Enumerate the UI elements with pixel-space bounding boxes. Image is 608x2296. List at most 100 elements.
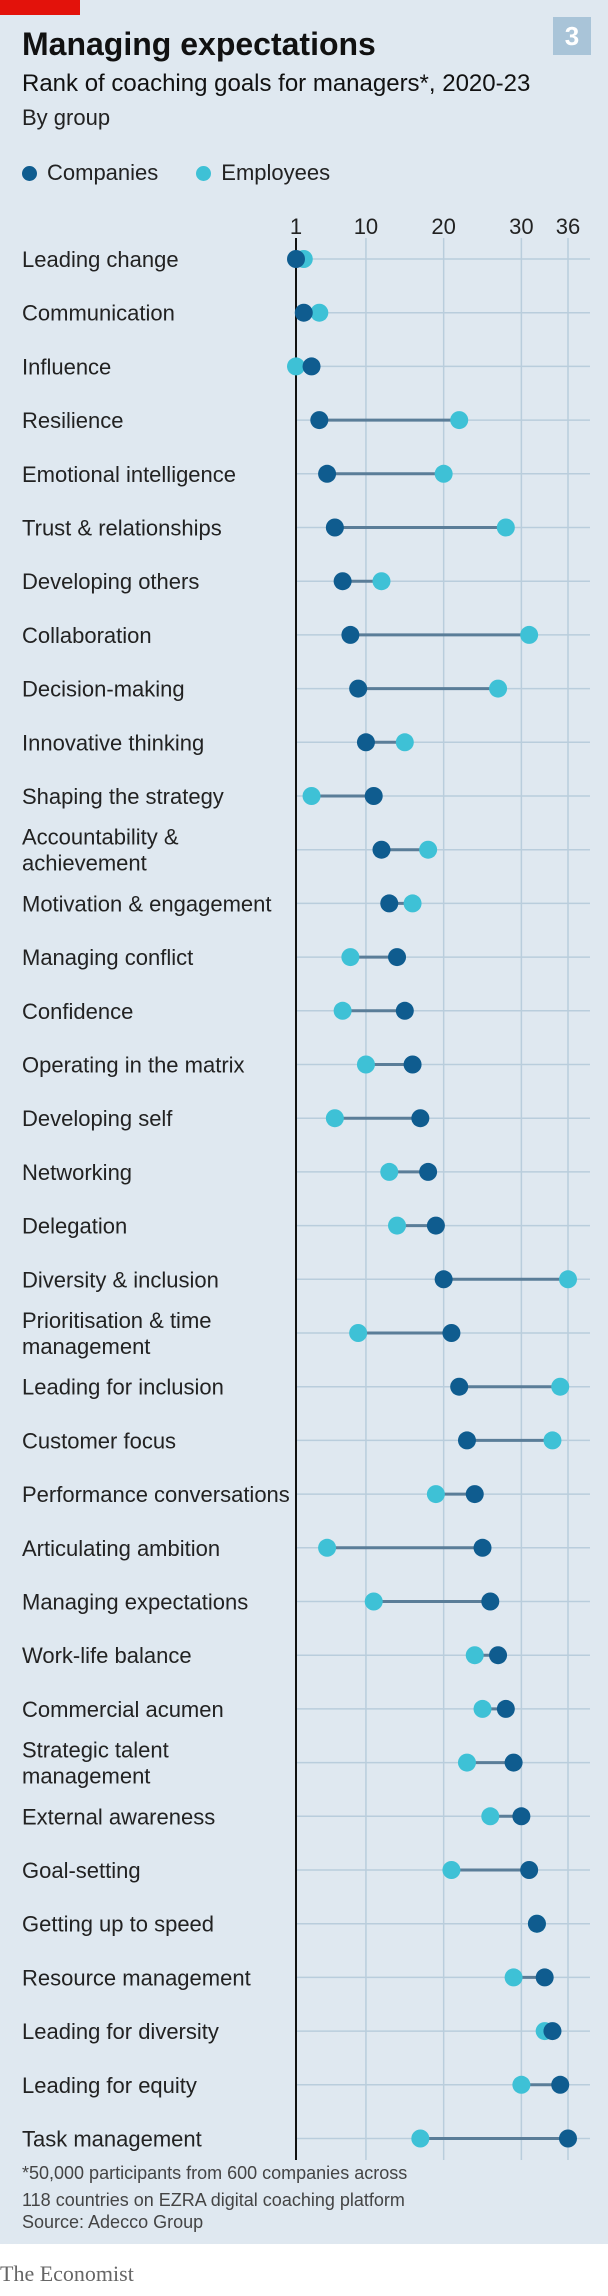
category-label: Trust & relationships <box>22 516 222 541</box>
companies-dot <box>434 1270 453 1289</box>
companies-dot <box>504 1753 523 1772</box>
x-tick-label: 1 <box>290 214 302 239</box>
employees-dot <box>302 787 321 805</box>
companies-dot <box>489 1646 508 1665</box>
category-label: Developing others <box>22 569 199 594</box>
employees-dot <box>465 1646 484 1665</box>
companies-dot <box>403 1055 422 1074</box>
category-label: Task management <box>22 2127 202 2152</box>
economist-brand: The Economist <box>0 2261 134 2286</box>
employees-dot <box>489 679 508 698</box>
category-label: Performance conversations <box>22 1482 290 1507</box>
employees-dot <box>473 1699 492 1718</box>
category-label: Influence <box>22 354 111 379</box>
category-label: Decision-making <box>22 677 185 702</box>
category-label: Diversity & inclusion <box>22 1267 219 1292</box>
footnote: *50,000 participants from 600 companies … <box>22 2160 407 2214</box>
category-label: Goal-setting <box>22 1858 141 1883</box>
employees-dot <box>325 1109 344 1128</box>
companies-dot <box>473 1538 492 1557</box>
employees-dot <box>450 411 469 430</box>
category-label: Collaboration <box>22 623 152 648</box>
companies-dot <box>450 1377 469 1396</box>
category-label: Emotional intelligence <box>22 462 236 487</box>
x-tick-label: 36 <box>556 214 580 239</box>
category-label: Getting up to speed <box>22 1912 214 1937</box>
chart-title: Managing expectations <box>22 26 376 62</box>
companies-dot <box>372 840 391 859</box>
companies-dot <box>543 2022 562 2041</box>
companies-dot <box>356 733 375 752</box>
companies-dot <box>341 625 360 644</box>
companies-dot <box>527 1914 546 1933</box>
category-label: Strategic talent management <box>22 1738 169 1789</box>
category-label: Managing conflict <box>22 945 193 970</box>
employees-dot <box>520 625 539 644</box>
companies-dot <box>380 894 399 913</box>
employees-dot <box>481 1807 500 1826</box>
category-label: Operating in the matrix <box>22 1053 245 1078</box>
companies-dot <box>302 357 321 376</box>
group-label: By group <box>22 105 111 130</box>
legend-dot-companies <box>22 165 37 181</box>
employees-dot <box>364 1592 383 1611</box>
category-label: Customer focus <box>22 1428 176 1453</box>
category-label: Leading for equity <box>22 2073 197 2098</box>
companies-dot <box>388 948 407 967</box>
employees-dot <box>559 1270 577 1289</box>
companies-dot <box>442 1324 461 1342</box>
category-label: Resilience <box>22 408 124 433</box>
companies-dot <box>559 2129 577 2148</box>
footnote-line-1: *50,000 participants from 600 companies … <box>22 2163 408 2183</box>
employees-dot <box>543 1431 562 1450</box>
companies-dot <box>325 518 344 537</box>
category-label: Confidence <box>22 999 133 1024</box>
companies-dot <box>426 1216 445 1235</box>
category-label: Communication <box>22 301 175 326</box>
employees-dot <box>380 1162 399 1181</box>
companies-dot <box>512 1807 531 1826</box>
companies-dot <box>551 2075 570 2094</box>
employees-dot <box>496 518 515 537</box>
legend-item-employees: Employees <box>196 160 330 186</box>
footnote-line-2: 118 countries on EZRA digital coaching p… <box>22 2190 405 2210</box>
employees-dot <box>287 357 305 376</box>
employees-dot <box>457 1753 476 1772</box>
companies-dot <box>318 464 337 483</box>
companies-dot <box>349 679 368 698</box>
companies-dot <box>294 303 313 322</box>
employees-dot <box>395 733 414 752</box>
companies-dot <box>520 1861 539 1879</box>
companies-dot <box>419 1162 438 1181</box>
companies-dot <box>333 572 352 591</box>
legend-dot-employees <box>196 165 212 181</box>
employees-dot <box>349 1324 368 1342</box>
companies-dot <box>535 1968 554 1987</box>
employees-dot <box>388 1216 407 1235</box>
category-label: Work-life balance <box>22 1643 192 1668</box>
companies-dot <box>364 787 383 805</box>
category-label: Managing expectations <box>22 1590 248 1615</box>
companies-dot <box>457 1431 476 1450</box>
companies-dot <box>481 1592 500 1611</box>
employees-dot <box>442 1861 461 1879</box>
category-label: Shaping the strategy <box>22 784 224 809</box>
companies-dot <box>496 1699 515 1718</box>
employees-dot <box>512 2075 531 2094</box>
employees-dot <box>372 572 391 591</box>
chart-number-badge: 3 <box>553 17 591 55</box>
category-label: Motivation & engagement <box>22 891 272 916</box>
employees-dot <box>333 1001 352 1020</box>
category-label: Leading change <box>22 247 179 272</box>
category-label: Developing self <box>22 1106 173 1131</box>
employees-dot <box>411 2129 430 2148</box>
legend-label-companies: Companies <box>47 160 159 185</box>
category-label: Networking <box>22 1160 132 1185</box>
source-note: Source: Adecco Group <box>22 2212 204 2232</box>
category-label: Delegation <box>22 1214 127 1239</box>
category-label: Accountability & achievement <box>22 825 179 876</box>
companies-dot <box>287 250 305 268</box>
employees-dot <box>318 1538 337 1557</box>
employees-dot <box>310 303 329 322</box>
employees-dot <box>341 948 360 967</box>
